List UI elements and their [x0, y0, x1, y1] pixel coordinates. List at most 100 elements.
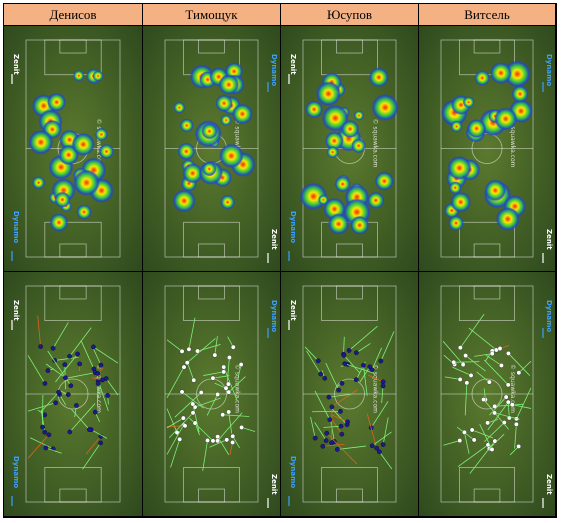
pass-line [343, 355, 360, 374]
pass-origin-dot [98, 362, 104, 368]
pass-origin-dot [485, 420, 490, 426]
pass-line [379, 451, 393, 470]
passmap-witsel: Zenit Dynamo © squawka.com [419, 272, 556, 517]
pass-origin-dot [492, 404, 498, 409]
pass-origin-dot [501, 420, 507, 425]
pass-origin-dot [339, 431, 345, 437]
pass-origin-dot [226, 381, 231, 387]
pass-origin-dot [226, 409, 232, 415]
pass-line [326, 432, 358, 465]
heat-spot [220, 114, 232, 126]
pass-origin-dot [509, 402, 515, 408]
pass-origin-dot [74, 403, 79, 408]
heat-spot [466, 118, 487, 139]
pitch-graphic: Zenit Dynamo © squawka.com [4, 26, 142, 271]
pass-origin-dot [67, 354, 72, 359]
pass-origin-dot [489, 447, 495, 452]
pass-line [169, 412, 194, 439]
pass-origin-dot [67, 429, 73, 435]
heat-spot [76, 204, 92, 220]
watermark: © squawka.com [95, 364, 102, 413]
heatmap-yusupov: Zenit Dynamo © squawka.com [281, 26, 419, 272]
pass-origin-dot [38, 344, 43, 349]
pass-line [512, 404, 532, 409]
pass-origin-dot [221, 364, 227, 370]
heat-spot [220, 194, 236, 210]
pass-origin-dot [458, 345, 463, 351]
pass-line [476, 371, 490, 383]
zenit-label: Zenit [270, 229, 278, 250]
pass-line [192, 403, 200, 433]
pass-origin-dot [336, 387, 342, 393]
heat-spot [367, 191, 385, 210]
pass-origin-dot [377, 449, 382, 455]
pass-origin-dot [92, 409, 98, 415]
pass-origin-dot [210, 375, 216, 381]
pass-origin-dot [215, 392, 221, 397]
dynamo-label: Dynamo [545, 300, 553, 332]
pass-origin-dot [103, 376, 109, 381]
heatmap-timoshchuk: Zenit Dynamo © squawka.com [143, 26, 281, 272]
column-header-4: Витсель [419, 4, 556, 26]
pass-origin-dot [56, 389, 61, 395]
heat-spot [182, 162, 203, 184]
pass-origin-dot [179, 348, 185, 354]
pass-origin-dot [62, 362, 68, 367]
pass-origin-dot [322, 375, 328, 381]
pass-origin-dot [516, 370, 522, 376]
pass-origin-dot [190, 410, 196, 416]
heat-spot [447, 155, 472, 181]
pass-line [314, 390, 331, 420]
pass-origin-dot [463, 353, 468, 358]
pass-line [331, 419, 343, 435]
pass-line [489, 396, 507, 416]
pass-line [66, 372, 96, 379]
pass-origin-dot [226, 389, 232, 395]
pass-line [325, 362, 340, 391]
pass-line [469, 440, 496, 474]
pass-line [226, 357, 230, 392]
pass-origin-dot [184, 360, 190, 366]
pass-origin-dot [345, 419, 350, 425]
heat-spot [172, 189, 196, 213]
pitch-graphic: Zenit Dynamo © squawka.com [419, 26, 555, 271]
pass-line [344, 363, 375, 374]
pass-line [516, 387, 532, 419]
passmap-denisov: Zenit Dynamo © squawka.com [4, 272, 143, 517]
pass-line [304, 346, 319, 362]
pass-origin-dot [190, 401, 196, 407]
heat-spot [71, 132, 95, 157]
pass-line [90, 429, 108, 439]
pass-origin-dot [186, 346, 192, 352]
heat-spot [326, 145, 339, 159]
pass-origin-dot [497, 346, 503, 351]
heat-spot [31, 176, 46, 190]
pass-line [166, 408, 178, 433]
pass-line [166, 424, 184, 455]
pass-line [71, 408, 90, 430]
pass-line [323, 425, 342, 428]
pass-line [105, 378, 119, 396]
pass-origin-dot [506, 351, 511, 356]
pass-line [381, 385, 384, 404]
pass-origin-dot [75, 351, 80, 357]
pitch-graphic: Zenit Dynamo © squawka.com [419, 272, 555, 516]
pass-line [202, 440, 208, 471]
heat-spot [218, 143, 244, 169]
pass-line [186, 361, 195, 381]
pass-line [444, 376, 461, 380]
pass-origin-dot [42, 381, 48, 386]
pass-line [464, 382, 468, 416]
pass-origin-dot [191, 377, 197, 383]
pass-line [27, 434, 50, 459]
pass-line [330, 406, 348, 426]
pass-line [306, 350, 322, 375]
heat-spot [503, 60, 532, 88]
pass-origin-dot [460, 362, 466, 367]
heat-spot [73, 69, 85, 82]
pass-line [203, 371, 224, 376]
pass-origin-dot [205, 438, 210, 443]
pass-origin-dot [327, 417, 333, 423]
pass-origin-dot [198, 390, 204, 395]
pass-origin-dot [42, 429, 48, 435]
